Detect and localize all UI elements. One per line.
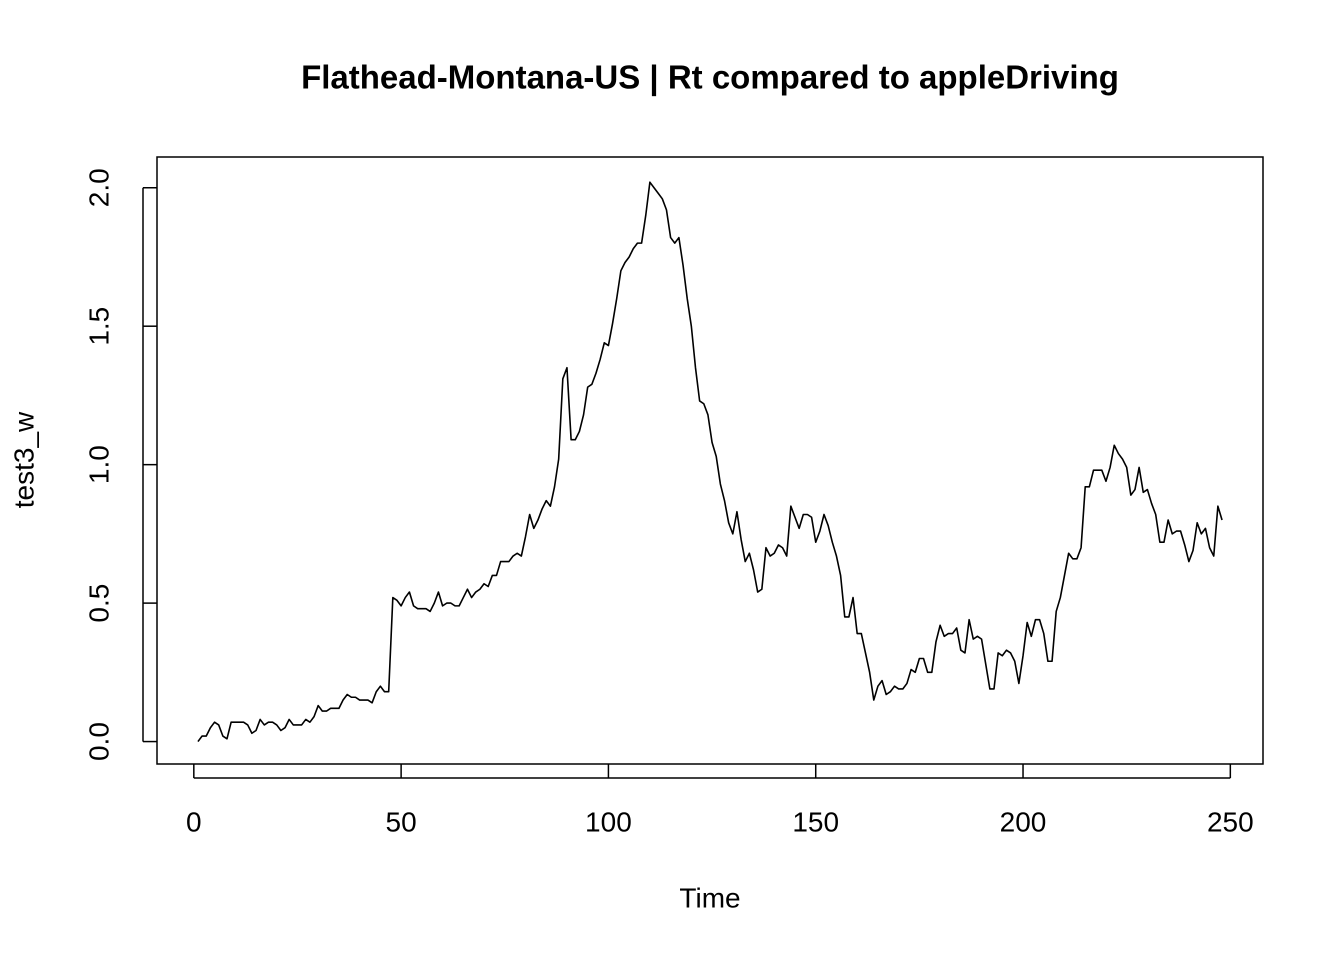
y-axis-label: test3_w (8, 411, 39, 508)
x-tick-label: 150 (792, 806, 839, 837)
x-axis-label: Time (679, 882, 740, 913)
data-line (197, 181, 1223, 743)
x-tick-label: 250 (1207, 806, 1254, 837)
x-tick-label: 0 (186, 806, 202, 837)
x-tick-label: 200 (1000, 806, 1047, 837)
x-tick-label: 50 (386, 806, 417, 837)
y-tick-label: 2.0 (83, 168, 114, 207)
y-tick-label: 0.0 (83, 722, 114, 761)
plot-box (156, 156, 1264, 765)
x-tick-label: 100 (585, 806, 632, 837)
chart-title: Flathead-Montana-US | Rt compared to app… (301, 59, 1119, 96)
y-tick-label: 0.5 (83, 584, 114, 623)
y-tick-label: 1.5 (83, 307, 114, 346)
y-tick-label: 1.0 (83, 445, 114, 484)
